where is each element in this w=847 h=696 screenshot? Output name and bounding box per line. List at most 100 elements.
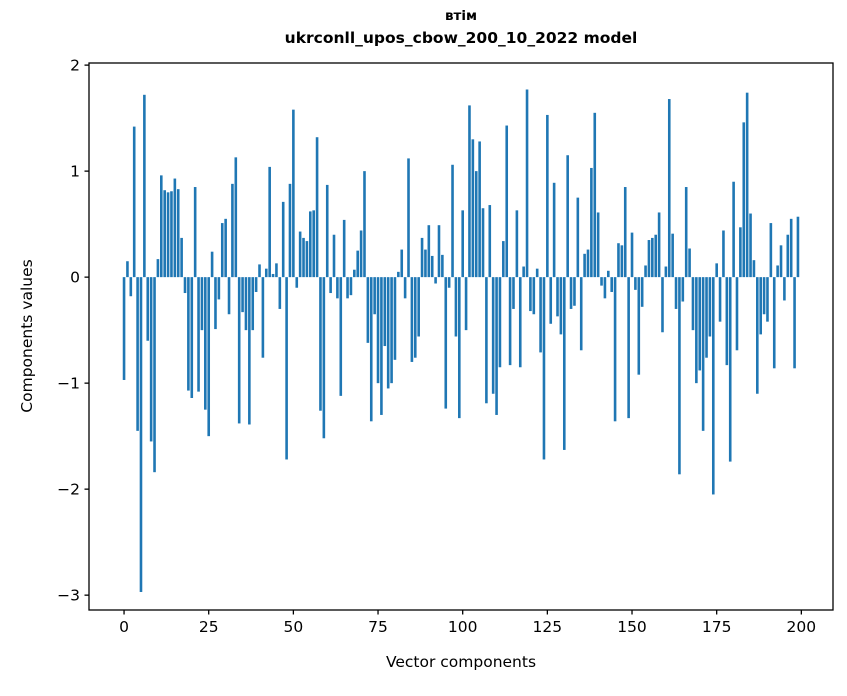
bar (356, 250, 360, 278)
bar (600, 277, 603, 286)
bar (363, 171, 366, 278)
x-tick-label: 150 (617, 618, 647, 636)
bar (627, 277, 630, 419)
bar (569, 277, 573, 309)
x-tick-label: 200 (787, 618, 817, 636)
bar (522, 266, 525, 278)
bar (518, 277, 522, 368)
bar (532, 277, 536, 315)
bar (417, 277, 420, 337)
bar (285, 277, 288, 460)
y-tick-label: −1 (57, 375, 80, 393)
bar (244, 277, 248, 331)
bar (400, 249, 404, 278)
bar (464, 277, 468, 331)
bar (180, 237, 183, 278)
bar (275, 263, 278, 278)
bar (603, 277, 607, 299)
bar (319, 277, 322, 411)
bar (234, 157, 238, 278)
bar (173, 178, 177, 278)
bar (166, 192, 170, 278)
x-tick-label: 25 (199, 618, 219, 636)
bar (458, 277, 461, 419)
bar (647, 240, 651, 278)
bar (664, 266, 668, 278)
bar (728, 277, 732, 462)
bar (461, 210, 464, 278)
chart-suptitle: втім (444, 8, 478, 24)
bar (623, 187, 627, 278)
bar (217, 277, 221, 300)
bar (481, 208, 485, 278)
bar (258, 264, 261, 278)
bar (491, 277, 495, 394)
x-tick-label: 50 (284, 618, 304, 636)
bar (732, 181, 735, 278)
bar (251, 277, 255, 331)
bar (183, 277, 187, 294)
bar (231, 183, 234, 278)
bar (752, 260, 756, 278)
bar (769, 223, 773, 278)
bar (695, 277, 698, 384)
bar (667, 99, 671, 278)
bar (420, 237, 424, 278)
x-tick-label: 100 (448, 618, 478, 636)
bar (146, 277, 150, 341)
bar (559, 277, 563, 335)
bar (776, 265, 779, 278)
bar (132, 126, 136, 278)
bar (637, 277, 641, 375)
bar (305, 241, 309, 278)
bar (678, 277, 681, 475)
bar (410, 277, 414, 362)
bar (583, 253, 586, 278)
bar (745, 92, 749, 278)
bar (227, 277, 231, 315)
bar (312, 210, 315, 278)
y-tick-label: 1 (70, 163, 80, 181)
bar (508, 277, 512, 366)
bar (454, 277, 458, 337)
bar (644, 265, 647, 278)
bar (759, 277, 762, 335)
bar (369, 277, 373, 422)
bar (390, 277, 393, 384)
bar (691, 277, 695, 331)
bar (193, 187, 197, 278)
bar (793, 277, 796, 369)
bar (444, 277, 448, 409)
bar (413, 277, 417, 358)
bar (789, 218, 793, 278)
bar (298, 231, 302, 278)
bar (701, 277, 705, 431)
bar (674, 277, 678, 309)
bar (224, 218, 227, 278)
bar (441, 254, 444, 278)
bars-group (122, 89, 800, 592)
bar (651, 237, 654, 278)
bar (495, 277, 498, 415)
y-tick-label: −3 (57, 587, 80, 605)
bar (339, 277, 343, 396)
y-axis-ticks: 2 1 0 −1 −2 −3 (57, 57, 89, 605)
bar (129, 277, 133, 297)
bar (403, 277, 407, 299)
y-axis-label: Components values (18, 259, 36, 413)
bar (329, 277, 332, 294)
bar (529, 277, 532, 312)
bar (163, 190, 166, 278)
bar (478, 141, 481, 278)
bar (502, 241, 505, 278)
bar (386, 277, 390, 389)
x-axis-ticks: 0 25 50 75 100 125 150 175 200 (119, 610, 816, 636)
bar (671, 233, 674, 278)
bar (451, 164, 454, 278)
bar (200, 277, 204, 331)
y-tick-label: −2 (57, 481, 80, 499)
bar (207, 277, 211, 437)
bar (430, 255, 434, 278)
